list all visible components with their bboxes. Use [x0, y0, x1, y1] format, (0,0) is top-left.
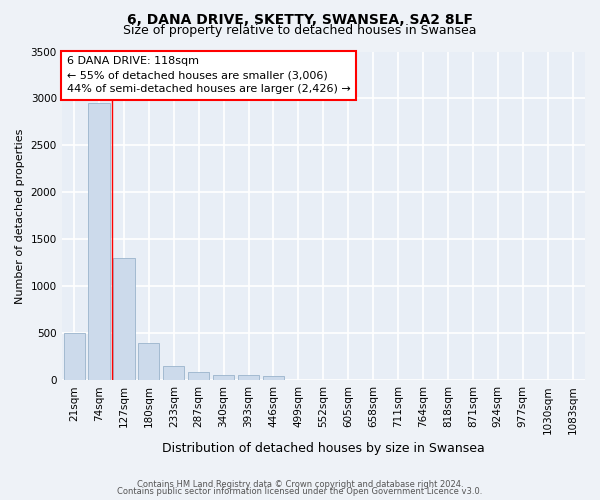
Bar [238, 376, 259, 380]
Bar [88, 103, 110, 380]
Bar [188, 372, 209, 380]
Bar [113, 258, 134, 380]
Text: 6 DANA DRIVE: 118sqm
← 55% of detached houses are smaller (3,006)
44% of semi-de: 6 DANA DRIVE: 118sqm ← 55% of detached h… [67, 56, 350, 94]
Text: Contains public sector information licensed under the Open Government Licence v3: Contains public sector information licen… [118, 487, 482, 496]
X-axis label: Distribution of detached houses by size in Swansea: Distribution of detached houses by size … [162, 442, 485, 455]
Text: Contains HM Land Registry data © Crown copyright and database right 2024.: Contains HM Land Registry data © Crown c… [137, 480, 463, 489]
Text: 6, DANA DRIVE, SKETTY, SWANSEA, SA2 8LF: 6, DANA DRIVE, SKETTY, SWANSEA, SA2 8LF [127, 12, 473, 26]
Bar [163, 366, 184, 380]
Text: Size of property relative to detached houses in Swansea: Size of property relative to detached ho… [123, 24, 477, 37]
Bar [64, 333, 85, 380]
Bar [263, 376, 284, 380]
Y-axis label: Number of detached properties: Number of detached properties [15, 128, 25, 304]
Bar [213, 374, 234, 380]
Bar [138, 342, 160, 380]
